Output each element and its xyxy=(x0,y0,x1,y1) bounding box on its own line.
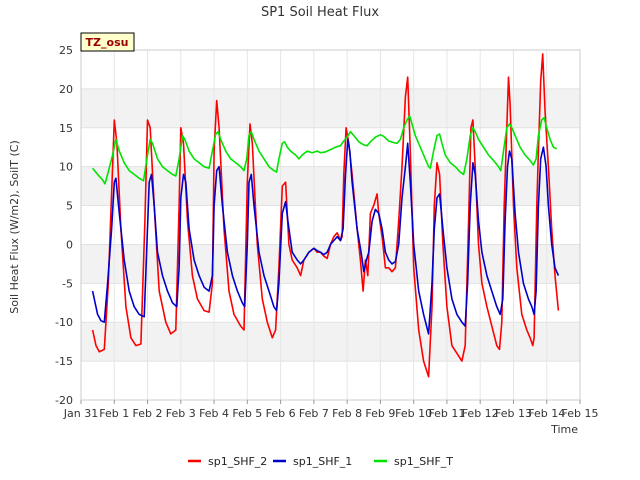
x-tick-label: Feb 1 xyxy=(99,407,129,420)
y-axis: -20 -15 -10 -5 0 5 10 15 20 25 xyxy=(55,44,73,407)
y-tick-label: -10 xyxy=(55,316,73,329)
timezone-badge: TZ_osu xyxy=(80,32,135,52)
x-tick-label: Feb 12 xyxy=(462,407,499,420)
series-line-sp1_SHF_T xyxy=(91,115,558,185)
legend-label-sp1_SHF_1: sp1_SHF_1 xyxy=(293,455,352,468)
x-tick-label: Feb 3 xyxy=(166,407,196,420)
y-tick-label: 20 xyxy=(59,83,73,96)
plot-band xyxy=(81,205,580,245)
plot-band xyxy=(81,127,580,167)
legend-label-sp1_SHF_T: sp1_SHF_T xyxy=(394,455,453,468)
y-tick-label: 25 xyxy=(59,44,73,57)
x-tick-label: Jan 31 xyxy=(63,407,98,420)
x-tick-label: Feb 6 xyxy=(266,407,296,420)
x-tick-label: Feb 10 xyxy=(395,407,432,420)
plot-band xyxy=(81,88,580,128)
y-tick-label: 5 xyxy=(66,200,73,213)
legend: sp1_SHF_2 sp1_SHF_1 sp1_SHF_T xyxy=(188,455,453,468)
plot-bands xyxy=(81,50,580,400)
plot-band xyxy=(81,166,580,206)
y-tick-label: 10 xyxy=(59,161,73,174)
plot-band xyxy=(81,244,580,284)
plot-frame xyxy=(80,49,581,401)
x-tick-label: Feb 15 xyxy=(562,407,599,420)
x-tick-label: Feb 8 xyxy=(332,407,362,420)
plot-band xyxy=(81,50,580,89)
y-axis-title: Soil Heat Flux (W/m2), SoilT (C) xyxy=(8,140,21,313)
legend-label-sp1_SHF_2: sp1_SHF_2 xyxy=(208,455,267,468)
x-axis-title: Time xyxy=(550,423,578,436)
plot-band xyxy=(81,361,580,400)
x-tick-label: Feb 9 xyxy=(365,407,395,420)
x-axis: Jan 31 Feb 1 Feb 2 Feb 3 Feb 4 Feb 5 Feb 6 Feb … xyxy=(63,400,599,420)
x-tick-label: Feb 5 xyxy=(232,407,262,420)
x-tick-label: Feb 4 xyxy=(199,407,229,420)
y-tick-label: -5 xyxy=(62,277,73,290)
y-tick-label: 0 xyxy=(66,238,73,251)
y-tick-label: -20 xyxy=(55,394,73,407)
plot-band xyxy=(81,322,580,362)
y-tick-label: 15 xyxy=(59,122,73,135)
x-tick-label: Feb 13 xyxy=(495,407,532,420)
series-line-sp1_SHF_2 xyxy=(91,53,560,378)
x-tick-label: Feb 11 xyxy=(428,407,465,420)
series-line-sp1_SHF_1 xyxy=(91,138,560,335)
timezone-badge-label: TZ_osu xyxy=(86,36,129,49)
x-tick-label: Feb 7 xyxy=(299,407,329,420)
timezone-badge-box xyxy=(80,32,135,52)
series-layer xyxy=(91,53,560,378)
x-tick-label: Feb 2 xyxy=(133,407,163,420)
x-tick-label: Feb 14 xyxy=(528,407,565,420)
plot-band xyxy=(81,283,580,323)
y-tick-label: -15 xyxy=(55,355,73,368)
chart-title: SP1 Soil Heat Flux xyxy=(261,5,379,20)
